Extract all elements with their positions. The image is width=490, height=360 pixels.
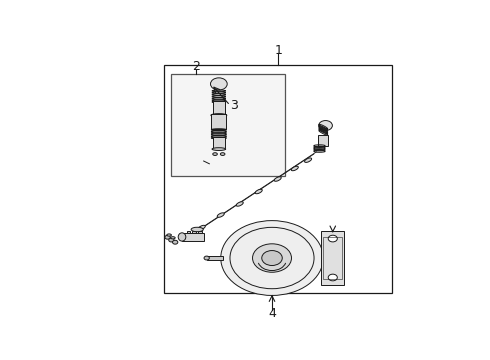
Circle shape bbox=[252, 244, 292, 272]
Ellipse shape bbox=[220, 153, 225, 156]
Ellipse shape bbox=[217, 213, 224, 217]
Bar bbox=[211, 114, 226, 129]
Ellipse shape bbox=[274, 177, 281, 181]
Circle shape bbox=[262, 251, 282, 266]
Ellipse shape bbox=[305, 158, 312, 162]
Circle shape bbox=[221, 221, 323, 296]
Bar bbox=[323, 238, 343, 279]
Ellipse shape bbox=[212, 148, 226, 150]
Circle shape bbox=[172, 240, 178, 244]
Text: 4: 4 bbox=[268, 307, 276, 320]
Circle shape bbox=[169, 238, 174, 242]
Ellipse shape bbox=[198, 225, 205, 230]
Circle shape bbox=[165, 235, 170, 239]
Bar bbox=[172, 74, 285, 176]
Circle shape bbox=[211, 78, 227, 90]
Bar bbox=[321, 231, 344, 285]
Ellipse shape bbox=[167, 234, 172, 236]
Text: 1: 1 bbox=[274, 44, 282, 57]
Ellipse shape bbox=[213, 153, 218, 156]
Text: 2: 2 bbox=[192, 60, 200, 73]
Ellipse shape bbox=[211, 114, 227, 117]
Bar bbox=[187, 231, 190, 233]
Ellipse shape bbox=[236, 202, 243, 206]
Bar bbox=[213, 138, 225, 149]
Ellipse shape bbox=[291, 166, 298, 171]
Bar bbox=[207, 256, 222, 260]
Bar bbox=[164, 66, 392, 293]
Bar bbox=[182, 233, 204, 241]
Bar bbox=[318, 135, 328, 146]
Circle shape bbox=[204, 256, 209, 260]
Ellipse shape bbox=[171, 237, 175, 239]
Circle shape bbox=[328, 235, 337, 242]
Text: 3: 3 bbox=[230, 99, 238, 112]
Bar bbox=[192, 231, 196, 233]
Bar bbox=[198, 231, 202, 233]
Bar bbox=[213, 101, 225, 115]
Ellipse shape bbox=[178, 233, 186, 241]
Ellipse shape bbox=[191, 227, 203, 232]
Ellipse shape bbox=[255, 189, 262, 194]
Circle shape bbox=[318, 121, 332, 131]
Circle shape bbox=[328, 274, 337, 281]
